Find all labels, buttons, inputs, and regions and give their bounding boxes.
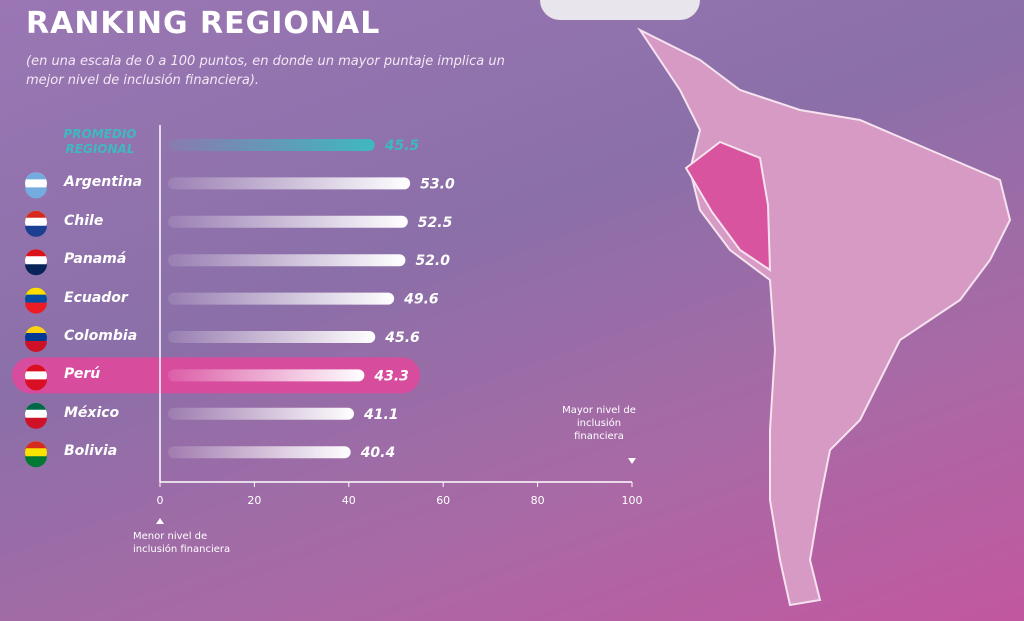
title: RANKING REGIONAL [26,6,381,41]
subtitle: (en una escala de 0 a 100 puntos, en don… [26,54,505,88]
flag [25,187,47,199]
category-label: Ecuador [64,289,128,306]
x-tick-label: 40 [342,494,356,507]
value-label: 52.0 [415,253,450,269]
category-label: Bolivia [64,443,118,460]
bar [168,369,365,382]
bar [168,407,354,420]
bar [168,292,395,305]
bar [168,215,408,228]
x-tick-label: 80 [531,494,545,507]
bar [168,177,411,190]
bar [168,254,406,267]
flag [25,302,47,314]
value-label: 45.5 [384,138,420,154]
map [637,27,1012,607]
x-tick-label: 0 [157,494,164,507]
flag [25,341,47,352]
arrow [628,458,636,464]
category-label: Colombia [64,328,138,344]
flag [25,402,47,414]
category-label: Chile [64,212,104,229]
flag [25,172,47,184]
flag [25,326,47,337]
flag [25,441,47,453]
value-label: 41.1 [363,407,399,423]
annotation: Mayor nivel de inclusión financiera [562,405,636,442]
value-label: 45.6 [384,330,420,346]
category-label: México [64,404,120,421]
map-top [540,0,700,20]
flag [25,225,47,237]
category-label: Perú [64,366,101,383]
map-peru [684,140,772,272]
value-label: 53.0 [420,176,455,192]
x-tick-label: 20 [247,494,261,507]
bar [168,331,376,343]
flag [25,379,47,391]
flag [25,287,47,299]
flag [25,264,47,276]
arrow [156,518,164,524]
flag [25,249,47,261]
value-label: 40.4 [360,445,396,461]
flag [25,456,47,468]
bar [168,446,351,459]
category-label: PROMEDIO REGIONAL [63,127,137,156]
category-label: Panamá [64,251,127,268]
flag [25,417,47,429]
value-label: 52.5 [418,215,453,231]
category-label: Argentina [64,174,143,191]
flag [25,210,47,222]
annotation: Menor nivel de inclusión financiera [133,531,231,555]
value-label: 43.3 [373,368,409,384]
flag [25,364,47,376]
bar [168,139,375,151]
value-label: 49.6 [403,292,439,308]
x-tick-label: 100 [622,494,643,507]
x-tick-label: 60 [436,494,450,507]
